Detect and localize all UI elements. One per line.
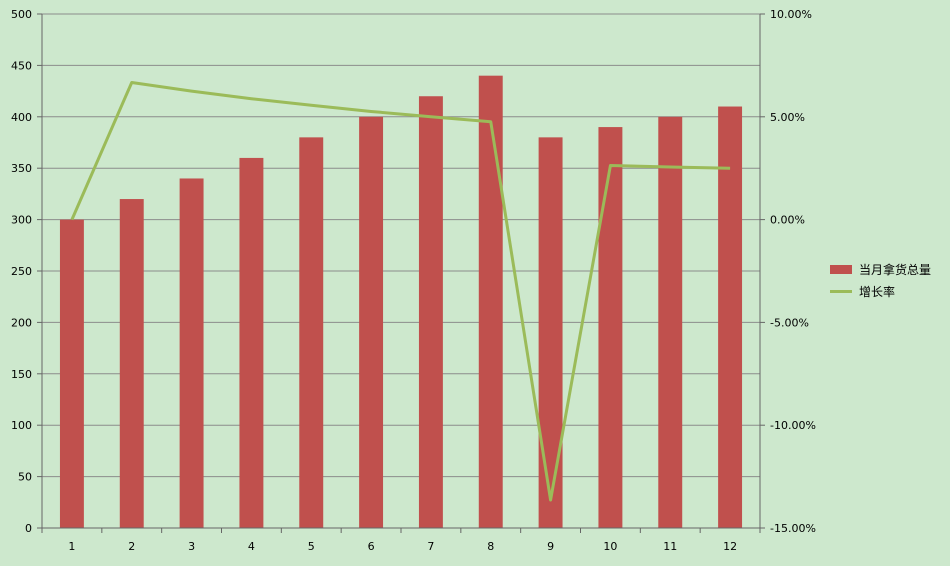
right-tick-label-3: 0.00% bbox=[770, 214, 805, 227]
growth-line bbox=[72, 82, 730, 500]
x-tick-label-7: 7 bbox=[427, 540, 434, 553]
bar-6 bbox=[359, 117, 383, 528]
legend-swatch-line bbox=[830, 290, 852, 293]
x-tick-label-5: 5 bbox=[308, 540, 315, 553]
left-tick-label-6: 300 bbox=[11, 214, 32, 227]
right-tick-label-4: 5.00% bbox=[770, 111, 805, 124]
bar-10 bbox=[598, 127, 622, 528]
x-tick-label-11: 11 bbox=[663, 540, 677, 553]
bar-series bbox=[60, 76, 742, 528]
x-tick-label-2: 2 bbox=[128, 540, 135, 553]
x-tick-label-12: 12 bbox=[723, 540, 737, 553]
left-tick-label-5: 250 bbox=[11, 265, 32, 278]
bar-9 bbox=[539, 137, 563, 528]
legend-swatch-bar bbox=[830, 265, 852, 274]
bar-7 bbox=[419, 96, 443, 528]
left-tick-label-0: 0 bbox=[25, 522, 32, 535]
gridlines bbox=[42, 14, 760, 528]
bar-2 bbox=[120, 199, 144, 528]
left-tick-label-4: 200 bbox=[11, 316, 32, 329]
right-tick-label-1: -10.00% bbox=[770, 419, 816, 432]
x-tick-label-9: 9 bbox=[547, 540, 554, 553]
bar-11 bbox=[658, 117, 682, 528]
bar-5 bbox=[299, 137, 323, 528]
right-tick-label-2: -5.00% bbox=[770, 316, 809, 329]
x-tick-label-8: 8 bbox=[487, 540, 494, 553]
legend-item-volume: 当月拿货总量 bbox=[830, 258, 931, 280]
line-series bbox=[72, 82, 730, 500]
left-tick-label-10: 500 bbox=[11, 8, 32, 21]
bar-3 bbox=[180, 178, 204, 528]
legend: 当月拿货总量 增长率 bbox=[830, 258, 931, 302]
axes bbox=[37, 14, 765, 533]
bar-4 bbox=[239, 158, 263, 528]
left-tick-label-9: 450 bbox=[11, 59, 32, 72]
left-tick-label-2: 100 bbox=[11, 419, 32, 432]
x-tick-label-10: 10 bbox=[603, 540, 617, 553]
left-tick-label-3: 150 bbox=[11, 368, 32, 381]
legend-item-growth: 增长率 bbox=[830, 280, 931, 302]
legend-label-volume: 当月拿货总量 bbox=[859, 261, 931, 278]
x-tick-label-1: 1 bbox=[68, 540, 75, 553]
legend-label-growth: 增长率 bbox=[859, 283, 895, 300]
x-tick-label-6: 6 bbox=[368, 540, 375, 553]
x-tick-label-3: 3 bbox=[188, 540, 195, 553]
right-tick-label-0: -15.00% bbox=[770, 522, 816, 535]
right-tick-label-5: 10.00% bbox=[770, 8, 812, 21]
bar-12 bbox=[718, 107, 742, 528]
x-tick-label-4: 4 bbox=[248, 540, 255, 553]
bar-8 bbox=[479, 76, 503, 528]
left-tick-label-1: 50 bbox=[18, 471, 32, 484]
bar-1 bbox=[60, 220, 84, 528]
left-tick-label-7: 350 bbox=[11, 162, 32, 175]
left-tick-label-8: 400 bbox=[11, 111, 32, 124]
